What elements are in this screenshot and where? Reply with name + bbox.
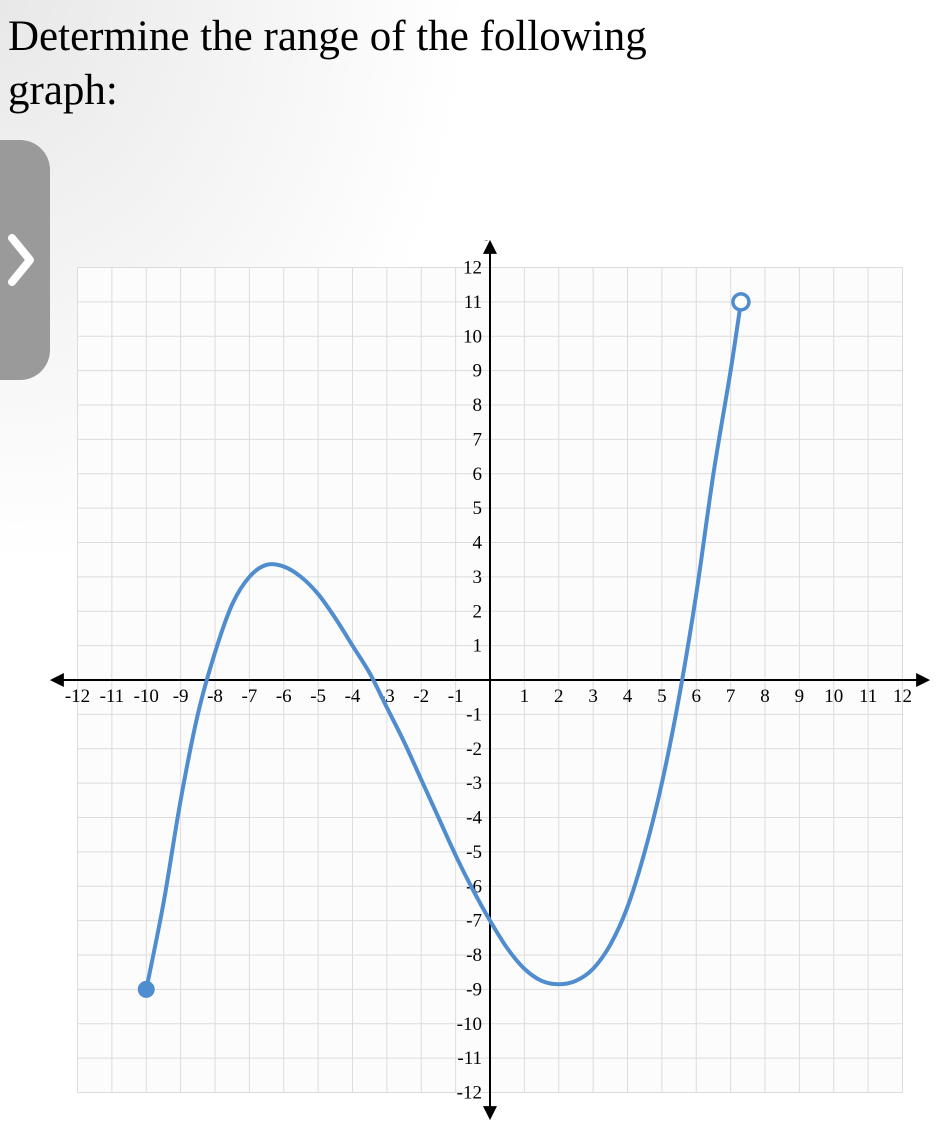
x-tick-label: -8	[207, 686, 223, 707]
y-tick-label: -4	[466, 808, 482, 829]
y-tick-label: 6	[473, 464, 483, 485]
y-tick-label: -3	[466, 773, 482, 794]
open-endpoint	[733, 294, 749, 310]
y-tick-label: 11	[464, 292, 482, 313]
y-tick-label: 5	[473, 498, 483, 519]
y-tick-label: 3	[473, 567, 483, 588]
x-tick-label: -10	[134, 686, 159, 707]
question-line-2: graph:	[8, 64, 943, 118]
y-tick-label: 2	[473, 601, 483, 622]
y-tick-label: -11	[457, 1048, 482, 1069]
y-axis-label: y	[485, 240, 498, 241]
x-tick-label: 4	[623, 686, 633, 707]
y-tick-label: -1	[466, 704, 482, 725]
y-tick-label: 9	[473, 361, 483, 382]
y-tick-label: 12	[463, 258, 482, 279]
x-tick-label: -6	[276, 686, 292, 707]
x-tick-label: -9	[173, 686, 189, 707]
x-tick-label: 8	[760, 686, 770, 707]
y-tick-label: 7	[473, 429, 483, 450]
y-tick-label: -12	[457, 1083, 482, 1104]
y-tick-label: 1	[473, 636, 483, 657]
y-tick-label: -9	[466, 979, 482, 1000]
graph-container: -12-11-10-9-8-7-6-5-4-3-2-11234567891011…	[50, 240, 930, 1125]
closed-endpoint	[139, 982, 153, 996]
coordinate-plane: -12-11-10-9-8-7-6-5-4-3-2-11234567891011…	[50, 240, 930, 1120]
x-tick-label: -5	[310, 686, 326, 707]
x-tick-label: 5	[657, 686, 667, 707]
x-tick-label: 12	[893, 686, 912, 707]
side-expand-tab[interactable]	[0, 140, 50, 380]
x-tick-label: 2	[554, 686, 564, 707]
y-tick-label: -5	[466, 842, 482, 863]
x-tick-label: -11	[100, 686, 125, 707]
y-tick-label: -7	[466, 911, 482, 932]
x-tick-label: -2	[413, 686, 429, 707]
y-tick-label: 4	[473, 533, 483, 554]
chevron-right-icon	[6, 232, 38, 288]
y-tick-label: -2	[466, 739, 482, 760]
x-tick-label: -1	[448, 686, 464, 707]
x-tick-label: 3	[588, 686, 598, 707]
x-tick-label: -4	[345, 686, 361, 707]
x-tick-label: 9	[795, 686, 805, 707]
question-text: Determine the range of the following gra…	[0, 0, 943, 118]
x-tick-label: 10	[824, 686, 843, 707]
x-tick-label: 7	[726, 686, 736, 707]
y-tick-label: 10	[463, 326, 482, 347]
y-tick-label: 8	[473, 395, 483, 416]
question-line-1: Determine the range of the following	[8, 10, 943, 64]
x-tick-label: -12	[65, 686, 90, 707]
x-tick-label: -7	[241, 686, 257, 707]
x-tick-label: 11	[859, 686, 877, 707]
chevron-path	[12, 238, 30, 282]
y-tick-label: -8	[466, 945, 482, 966]
y-tick-label: -10	[457, 1014, 482, 1035]
x-tick-label: 6	[692, 686, 702, 707]
x-tick-label: 1	[520, 686, 530, 707]
